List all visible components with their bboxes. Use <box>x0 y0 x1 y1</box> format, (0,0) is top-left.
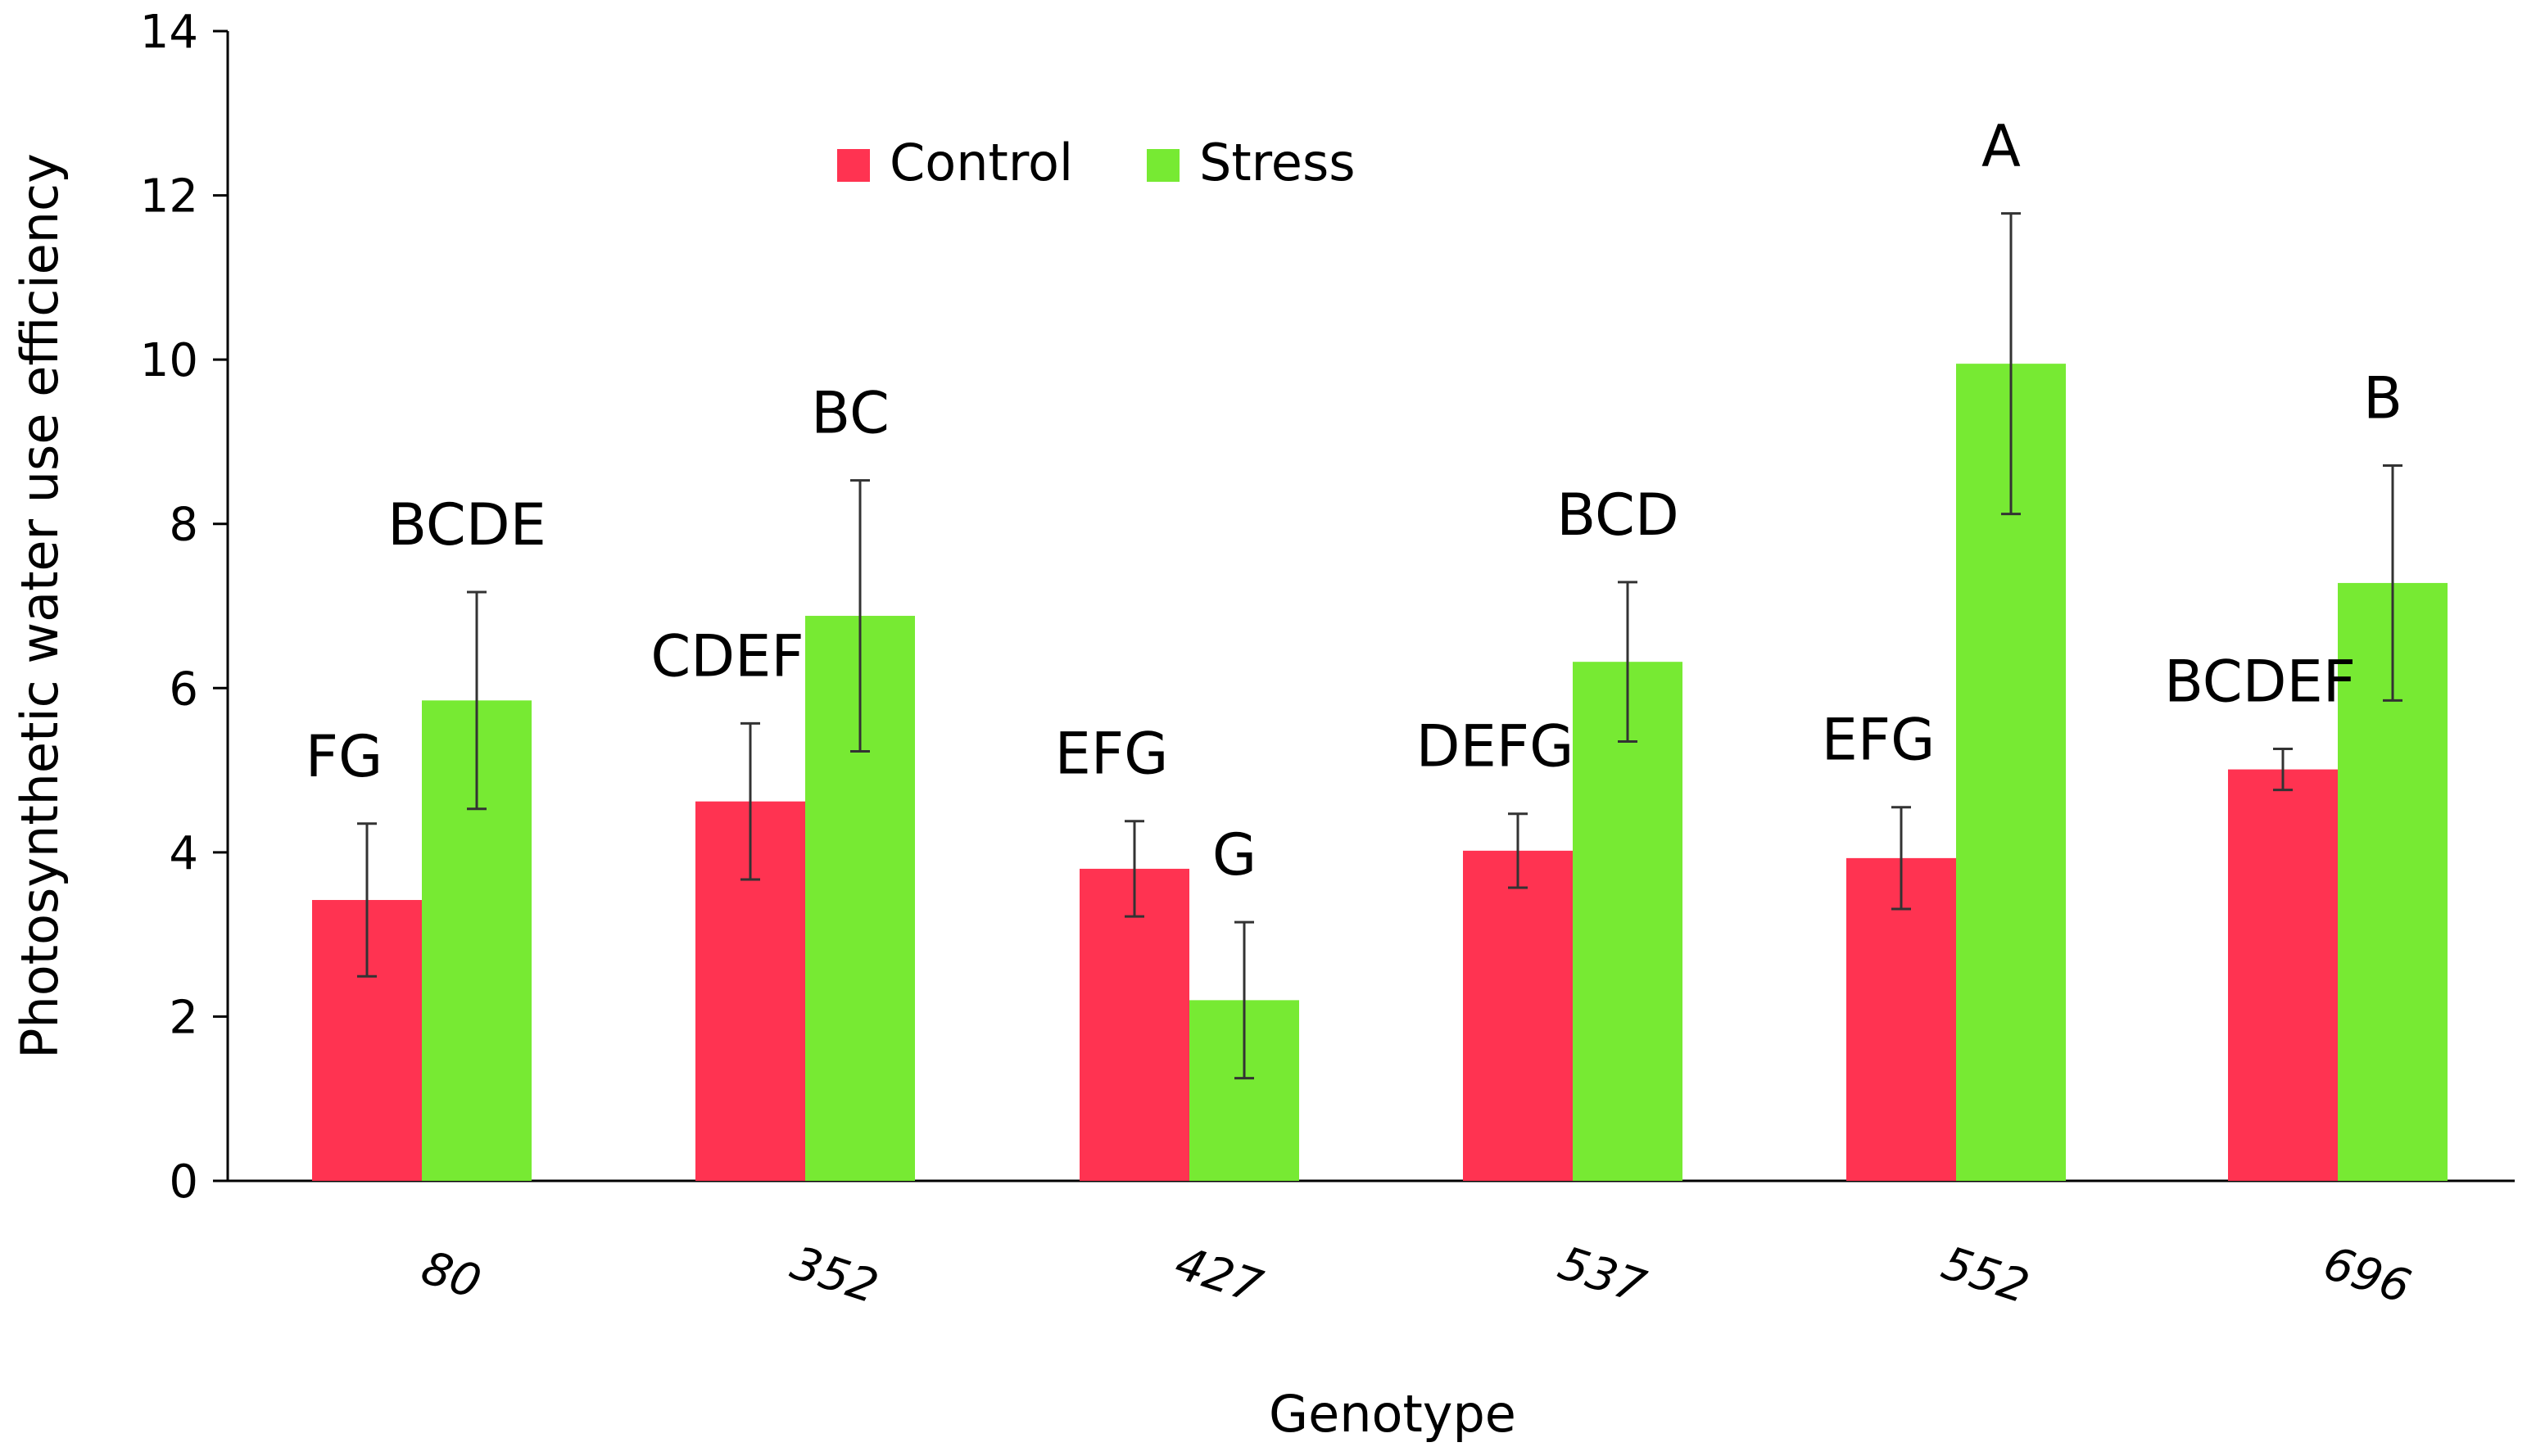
legend-swatch-stress <box>1147 149 1180 182</box>
legend: Control Stress <box>837 133 1356 192</box>
x-axis-title: Genotype <box>1269 1384 1516 1444</box>
x-tick-label: 80 <box>415 1241 487 1309</box>
significance-letter: B <box>2363 365 2402 432</box>
legend-label-control: Control <box>890 133 1073 192</box>
bar-stress-537 <box>1573 662 1682 1181</box>
x-tick-label: 696 <box>2317 1237 2417 1314</box>
y-tick-label: 0 <box>169 1155 198 1209</box>
y-tick-label: 8 <box>169 499 198 552</box>
significance-letter: EFG <box>1822 707 1936 774</box>
y-tick-label: 2 <box>169 991 198 1044</box>
significance-letter: CDEF <box>650 622 804 690</box>
significance-letter: A <box>1981 113 2021 180</box>
x-tick-label: 352 <box>785 1237 885 1314</box>
significance-letter: BC <box>811 380 890 447</box>
y-tick-label: 6 <box>169 662 198 716</box>
bars <box>312 364 2448 1182</box>
y-tick-label: 10 <box>140 334 198 387</box>
y-tick-label: 14 <box>140 6 198 59</box>
bar-control-427 <box>1080 868 1189 1181</box>
y-tick-label: 4 <box>169 827 198 880</box>
x-tick-label: 537 <box>1552 1237 1652 1314</box>
x-tick-label: 427 <box>1169 1237 1269 1314</box>
significance-letter: G <box>1212 821 1257 889</box>
significance-letters: FG CDEF EFG DEFG EFG BCDEF BCDE BC G BCD A B <box>306 113 2402 889</box>
significance-letter: EFG <box>1055 721 1169 788</box>
legend-swatch-control <box>837 149 870 182</box>
bar-control-537 <box>1463 850 1573 1181</box>
significance-letter: BCDE <box>387 491 546 558</box>
bar-control-552 <box>1846 857 1956 1181</box>
significance-letter: BCDEF <box>2164 648 2356 715</box>
x-tick-label: 552 <box>1936 1237 2036 1314</box>
error-bars <box>357 212 2402 1080</box>
significance-letter: FG <box>306 723 383 790</box>
y-tick-label: 12 <box>140 170 198 224</box>
bar-control-696 <box>2228 769 2338 1181</box>
significance-letter: DEFG <box>1416 713 1574 780</box>
y-axis-title: Photosynthetic water use efficiency <box>10 153 70 1059</box>
legend-label-stress: Stress <box>1199 133 1356 192</box>
significance-letter: BCD <box>1556 482 1679 549</box>
